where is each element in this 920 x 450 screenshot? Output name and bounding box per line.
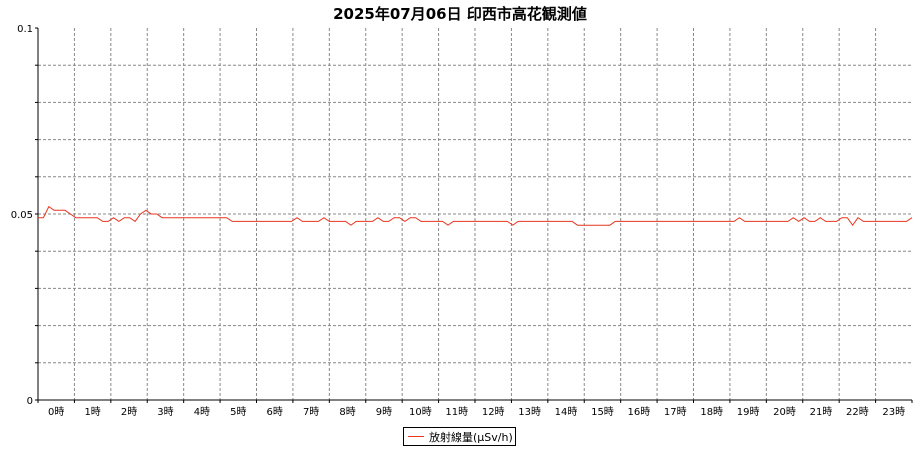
x-tick-label: 12時 — [482, 406, 505, 418]
x-tick-labels: 0時 1時 2時 3時 4時 5時 6時 7時 8時 9時 10時 11時 12時 13時 14時 15時 16… — [48, 406, 905, 418]
x-tick-label: 9時 — [376, 406, 392, 418]
x-tick-label: 11時 — [445, 406, 468, 418]
x-tick-label: 17時 — [664, 406, 687, 418]
x-tick-label: 20時 — [773, 406, 796, 418]
x-tick-label: 10時 — [409, 406, 432, 418]
x-tick-label: 6時 — [267, 406, 283, 418]
x-tick-label: 16時 — [628, 406, 651, 418]
x-tick-label: 15時 — [591, 406, 614, 418]
y-tick-labels: 0 0.05 0.1 — [11, 24, 33, 407]
legend: 放射線量(μSv/h) — [403, 427, 516, 446]
x-tick-label: 13時 — [518, 406, 541, 418]
x-tick-label: 1時 — [84, 406, 100, 418]
series-line — [38, 205, 913, 227]
x-tick-label: 0時 — [48, 406, 64, 418]
grid — [38, 28, 912, 400]
x-tick-label: 22時 — [846, 406, 869, 418]
y-tick-label: 0.05 — [11, 210, 33, 221]
y-tick-label: 0.1 — [17, 24, 33, 35]
x-tick-label: 14時 — [555, 406, 578, 418]
x-tick-label: 2時 — [121, 406, 137, 418]
x-tick-label: 18時 — [700, 406, 723, 418]
x-tick-label: 7時 — [303, 406, 319, 418]
x-tick-label: 5時 — [230, 406, 246, 418]
x-tick-label: 3時 — [157, 406, 173, 418]
chart-title: 2025年07月06日 印西市高花観測値 — [333, 5, 587, 23]
x-tick-label: 8時 — [339, 406, 355, 418]
series-layer — [38, 205, 913, 227]
x-tick-label: 21時 — [810, 406, 833, 418]
x-tick-label: 4時 — [194, 406, 210, 418]
legend-label: 放射線量(μSv/h) — [429, 430, 513, 444]
x-tick-label: 19時 — [737, 406, 760, 418]
x-tick-label: 23時 — [882, 406, 905, 418]
y-tick-label: 0 — [27, 396, 33, 407]
axes — [35, 27, 913, 403]
legend-swatch — [408, 436, 424, 437]
